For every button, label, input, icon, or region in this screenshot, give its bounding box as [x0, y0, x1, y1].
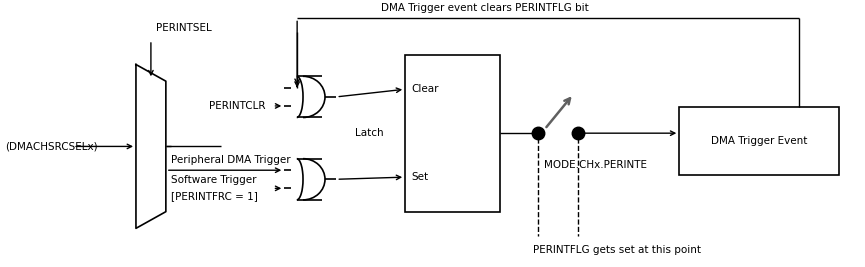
Text: Clear: Clear — [411, 84, 439, 94]
Text: PERINTFLG gets set at this point: PERINTFLG gets set at this point — [533, 245, 701, 255]
Text: Latch: Latch — [356, 128, 384, 138]
Text: DMA Trigger event clears PERINTFLG bit: DMA Trigger event clears PERINTFLG bit — [381, 3, 589, 14]
Text: Peripheral DMA Trigger: Peripheral DMA Trigger — [171, 155, 291, 165]
Text: Software Trigger: Software Trigger — [171, 175, 256, 185]
Text: (DMACHSRCSELx): (DMACHSRCSELx) — [5, 142, 98, 151]
Text: MODE.CHx.PERINTE: MODE.CHx.PERINTE — [543, 160, 647, 170]
Text: [PERINTFRC = 1]: [PERINTFRC = 1] — [171, 191, 258, 201]
Text: PERINTSEL: PERINTSEL — [156, 23, 212, 33]
Text: Set: Set — [411, 172, 428, 182]
Bar — [405, 55, 500, 212]
Text: DMA Trigger Event: DMA Trigger Event — [711, 136, 807, 146]
Text: PERINTCLR: PERINTCLR — [208, 101, 266, 111]
Bar — [679, 107, 839, 175]
